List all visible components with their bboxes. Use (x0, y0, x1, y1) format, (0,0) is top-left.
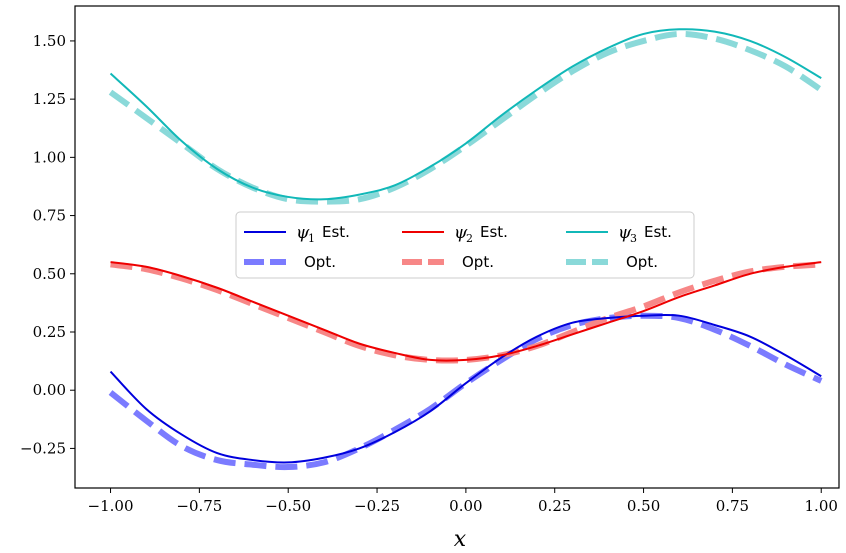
y-tick-label: 0.75 (33, 207, 66, 225)
plot-frame (74, 5, 840, 489)
legend-label: Est. (644, 223, 672, 241)
y-tick-label: 1.50 (33, 32, 66, 50)
legend-symbol: ψ (454, 223, 468, 243)
legend-label: Opt. (304, 253, 336, 271)
x-tick-label: 0.00 (449, 497, 482, 515)
series-line-6 (108, 30, 823, 205)
legend-symbol: ψ (296, 223, 310, 243)
legend-label: Est. (480, 223, 508, 241)
x-axis-label: x (454, 527, 467, 552)
x-tick-label: 0.50 (627, 497, 660, 515)
y-tick-label: 0.00 (33, 381, 66, 399)
legend-subscript: 2 (466, 232, 473, 245)
x-axis: −1.00 −0.75 −0.50 −0.25 0.00 0.25 0.50 0.75 1.00 (88, 488, 838, 515)
x-tick-label: 1.00 (805, 497, 838, 515)
legend-subscript: 3 (630, 232, 637, 245)
y-tick-label: −0.25 (20, 439, 66, 457)
x-tick-label: 0.75 (716, 497, 749, 515)
y-tick-label: 1.00 (33, 148, 66, 166)
x-tick-label: −1.00 (88, 497, 134, 515)
legend-label: Opt. (626, 253, 658, 271)
x-tick-label: 0.25 (538, 497, 571, 515)
series-line-1 (109, 313, 822, 464)
x-tick-label: −0.50 (265, 497, 311, 515)
series-line-5 (109, 28, 822, 201)
legend-label: Est. (322, 223, 350, 241)
series-lines (108, 28, 823, 471)
legend-subscript: 1 (308, 232, 315, 245)
series-line-4 (110, 261, 822, 364)
y-axis: −0.25 0.00 0.25 0.50 0.75 1.00 1.25 1.50 (20, 32, 75, 457)
series-line-2 (108, 312, 823, 471)
y-tick-label: 1.25 (33, 90, 66, 108)
y-tick-label: 0.50 (33, 265, 66, 283)
legend: ψ1 Est.Opt.ψ2 Est.Opt.ψ3 Est.Opt. (235, 211, 695, 279)
y-tick-label: 0.25 (33, 323, 66, 341)
x-tick-label: −0.75 (176, 497, 222, 515)
x-tick-label: −0.25 (354, 497, 400, 515)
series-line-3 (110, 261, 822, 362)
legend-symbol: ψ (618, 223, 632, 243)
legend-label: Opt. (462, 253, 494, 271)
